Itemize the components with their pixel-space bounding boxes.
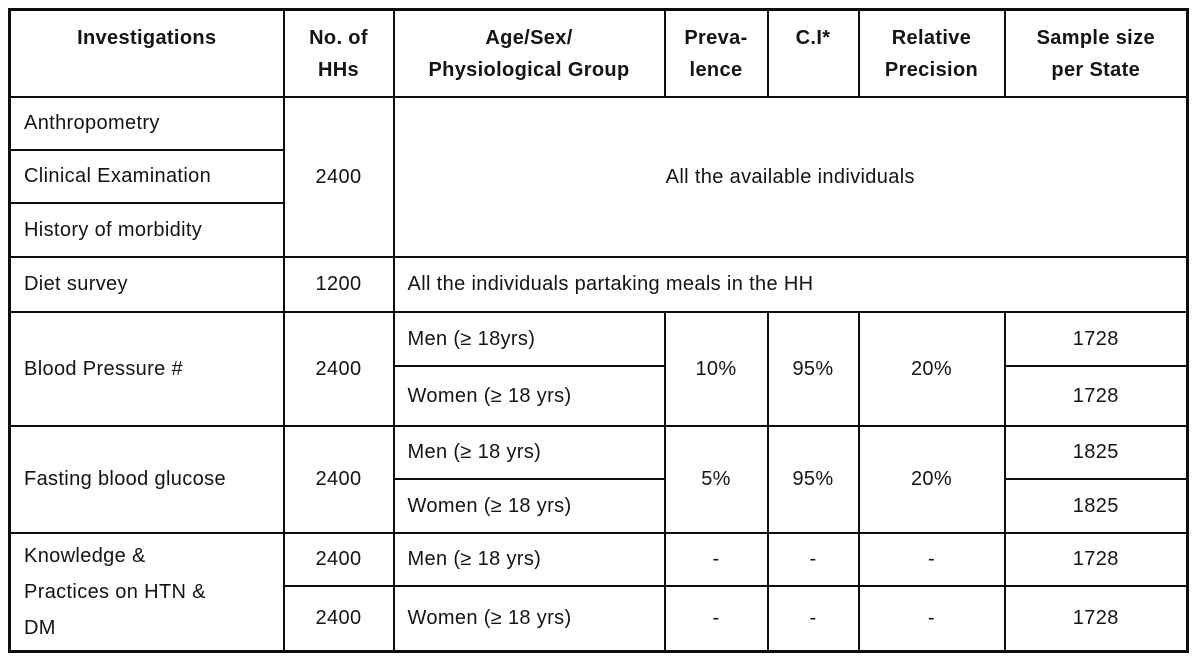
row-blood-pressure-men: Blood Pressure # 2400 Men (≥ 18yrs) 10% … <box>8 310 1189 427</box>
header-relative-precision: Relative Precision <box>857 8 1006 98</box>
header-age-sex-group: Age/Sex/ Physiological Group <box>392 8 666 98</box>
cell-group-diet: All the individuals partaking meals in t… <box>392 255 1189 313</box>
cell-group-all-available: All the available individuals <box>392 95 1189 258</box>
cell-hhs-fasting-glucose: 2400 <box>282 424 395 534</box>
cell-prevalence-bp: 10% <box>663 310 769 427</box>
cell-hhs-kp-women: 2400 <box>282 584 395 653</box>
cell-relative-precision-fg: 20% <box>857 424 1006 534</box>
cell-sample-fg-women: 1825 <box>1003 477 1189 534</box>
row-diet-survey: Diet survey 1200 All the individuals par… <box>8 255 1189 313</box>
cell-prevalence-kp-men: - <box>663 531 769 587</box>
row-fasting-glucose-women: Women (≥ 18 yrs) 1825 <box>10 477 1189 534</box>
row-history-of-morbidity: History of morbidity <box>8 201 1188 258</box>
cell-relative-precision-kp-women: - <box>857 584 1006 653</box>
row-anthropometry: Anthropometry 2400 All the available ind… <box>8 95 1189 258</box>
cell-investigation-fasting-glucose: Fasting blood glucose <box>8 424 285 534</box>
header-row: Investigations No. of HHs Age/Sex/ Physi… <box>8 8 1189 98</box>
cell-hhs-diet: 1200 <box>282 255 395 313</box>
cell-group-kp-women: Women (≥ 18 yrs) <box>392 584 666 653</box>
cell-investigation-history-of-morbidity: History of morbidity <box>8 201 285 258</box>
row-blood-pressure-women: Women (≥ 18 yrs) 1728 <box>10 364 1189 427</box>
cell-investigation-blood-pressure: Blood Pressure # <box>8 310 285 427</box>
cell-hhs-kp-men: 2400 <box>282 531 395 587</box>
cell-group-fg-women: Women (≥ 18 yrs) <box>392 477 666 534</box>
cell-sample-fg-men: 1825 <box>1003 424 1189 480</box>
row-knowledge-practices-men: Knowledge & Practices on HTN & DM 2400 M… <box>8 531 1189 653</box>
cell-ci-fg: 95% <box>766 424 860 534</box>
row-fasting-glucose-men: Fasting blood glucose 2400 Men (≥ 18 yrs… <box>8 424 1189 534</box>
cell-sample-kp-men: 1728 <box>1003 531 1189 587</box>
cell-group-kp-men: Men (≥ 18 yrs) <box>392 531 666 587</box>
cell-prevalence-fg: 5% <box>663 424 769 534</box>
cell-group-bp-men: Men (≥ 18yrs) <box>392 310 666 367</box>
study-design-table: Investigations No. of HHs Age/Sex/ Physi… <box>8 8 1189 653</box>
cell-investigation-diet-survey: Diet survey <box>8 255 285 313</box>
cell-sample-bp-women: 1728 <box>1003 364 1189 427</box>
cell-hhs-group1: 2400 <box>282 95 395 258</box>
cell-hhs-blood-pressure: 2400 <box>282 310 395 427</box>
header-no-of-hhs: No. of HHs <box>282 8 395 98</box>
cell-investigation-knowledge-practices: Knowledge & Practices on HTN & DM <box>8 531 285 653</box>
cell-sample-bp-men: 1728 <box>1003 310 1189 367</box>
cell-relative-precision-bp: 20% <box>857 310 1006 427</box>
row-knowledge-practices-women: 2400 Women (≥ 18 yrs) - - - 1728 <box>10 584 1189 653</box>
cell-ci-bp: 95% <box>766 310 860 427</box>
header-investigations: Investigations <box>8 8 285 98</box>
cell-investigation-clinical-examination: Clinical Examination <box>8 148 285 204</box>
header-sample-size: Sample size per State <box>1003 8 1189 98</box>
cell-ci-kp-men: - <box>766 531 860 587</box>
row-clinical-examination: Clinical Examination <box>8 148 1188 204</box>
header-prevalence: Preva- lence <box>663 8 769 98</box>
cell-prevalence-kp-women: - <box>663 584 769 653</box>
cell-group-fg-men: Men (≥ 18 yrs) <box>392 424 666 480</box>
cell-relative-precision-kp-men: - <box>857 531 1006 587</box>
cell-ci-kp-women: - <box>766 584 860 653</box>
cell-investigation-anthropometry: Anthropometry <box>8 95 285 151</box>
cell-group-bp-women: Women (≥ 18 yrs) <box>392 364 666 427</box>
cell-sample-kp-women: 1728 <box>1003 584 1189 653</box>
header-ci: C.I* <box>766 8 860 98</box>
